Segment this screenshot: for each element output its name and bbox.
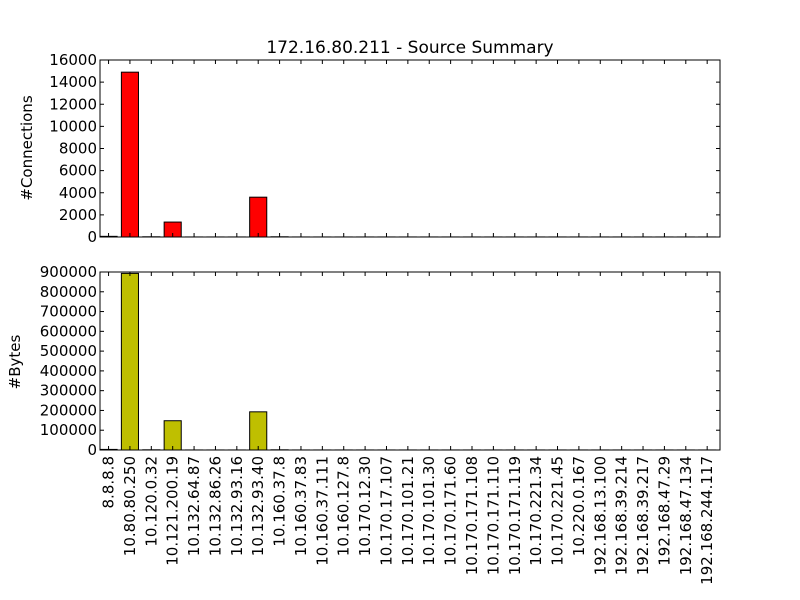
x-tick-label: 10.132.93.40 — [249, 456, 267, 556]
connections-y-tick-label: 12000 — [49, 95, 97, 113]
bytes-axis-label: #Bytes — [6, 334, 24, 389]
connections-y-tick-label: 4000 — [59, 184, 97, 202]
chart-title: 172.16.80.211 - Source Summary — [266, 38, 553, 58]
x-tick-label: 10.170.101.30 — [420, 456, 438, 566]
bytes-bar — [249, 411, 268, 451]
x-tick-label: 10.120.0.32 — [142, 456, 160, 547]
x-tick-label: 10.170.171.119 — [506, 456, 524, 575]
x-tick-labels: 8.8.8.8 10.80.80.250 10.120.0.32 10.121.200… — [100, 456, 717, 585]
x-tick-label: 10.132.64.87 — [185, 456, 203, 556]
x-tick-label: 10.170.171.60 — [442, 456, 460, 566]
x-tick-label: 10.160.127.8 — [335, 456, 353, 556]
x-tick-label: 10.160.37.83 — [292, 456, 310, 556]
x-tick-label: 10.170.221.34 — [527, 456, 545, 566]
connections-y-tick-label: 14000 — [49, 73, 97, 91]
x-tick-label: 10.80.80.250 — [121, 456, 139, 556]
bytes-y-tick-label: 300000 — [40, 382, 97, 400]
x-tick-label: 10.170.101.21 — [399, 456, 417, 566]
x-tick-label: 10.170.221.45 — [549, 456, 567, 566]
bytes-y-tick-label: 700000 — [40, 303, 97, 321]
x-tick-label: 10.132.86.26 — [206, 456, 224, 556]
x-tick-label: 192.168.47.29 — [655, 456, 673, 566]
x-tick-label: 10.160.37.8 — [271, 456, 289, 547]
x-tick-label: 8.8.8.8 — [100, 456, 118, 508]
connections-panel: 0 2000 4000 6000 8000 10000 12000 14000 16000 — [49, 51, 721, 246]
bytes-y-tick-label: 200000 — [40, 401, 97, 419]
x-tick-label: 10.220.0.167 — [570, 456, 588, 556]
connections-bar — [249, 196, 268, 238]
x-tick-label: 10.170.171.108 — [463, 456, 481, 575]
connections-y-tick-label: 8000 — [59, 140, 97, 158]
bytes-y-tick-label: 400000 — [40, 362, 97, 380]
x-tick-label: 192.168.39.217 — [634, 456, 652, 575]
x-tick-label: 192.168.13.100 — [591, 456, 609, 575]
bytes-bar — [163, 420, 182, 451]
x-tick-label: 192.168.47.134 — [677, 456, 695, 575]
x-tick-label: 10.170.171.110 — [484, 456, 502, 575]
connections-y-tick-label: 2000 — [59, 206, 97, 224]
x-tick-label: 10.170.17.107 — [377, 456, 395, 566]
x-tick-label: 192.168.39.214 — [613, 456, 631, 575]
bytes-y-tick-label: 100000 — [40, 421, 97, 439]
connections-bar — [120, 71, 139, 238]
x-tick-label: 192.168.244.117 — [698, 456, 716, 585]
x-tick-label: 10.170.12.30 — [356, 456, 374, 556]
connections-y-tick-label: 16000 — [49, 51, 97, 69]
x-tick-label: 10.160.37.111 — [313, 456, 331, 566]
connections-y-tick-label: 10000 — [49, 117, 97, 135]
bytes-y-tick-label: 500000 — [40, 342, 97, 360]
connections-y-tick-label: 6000 — [59, 162, 97, 180]
x-tick-label: 10.121.200.19 — [164, 456, 182, 566]
connections-axis-label: #Connections — [18, 95, 36, 200]
bytes-y-tick-label: 900000 — [40, 263, 97, 281]
bytes-axes-frame — [99, 271, 721, 451]
connections-axes-frame — [99, 59, 721, 238]
bytes-y-tick-label: 800000 — [40, 283, 97, 301]
bytes-y-tick-label: 0 — [87, 441, 97, 459]
bytes-y-tick-label: 600000 — [40, 322, 97, 340]
x-tick-label: 10.132.93.16 — [228, 456, 246, 556]
connections-y-tick-label: 0 — [87, 228, 97, 246]
bytes-bar — [120, 272, 139, 451]
